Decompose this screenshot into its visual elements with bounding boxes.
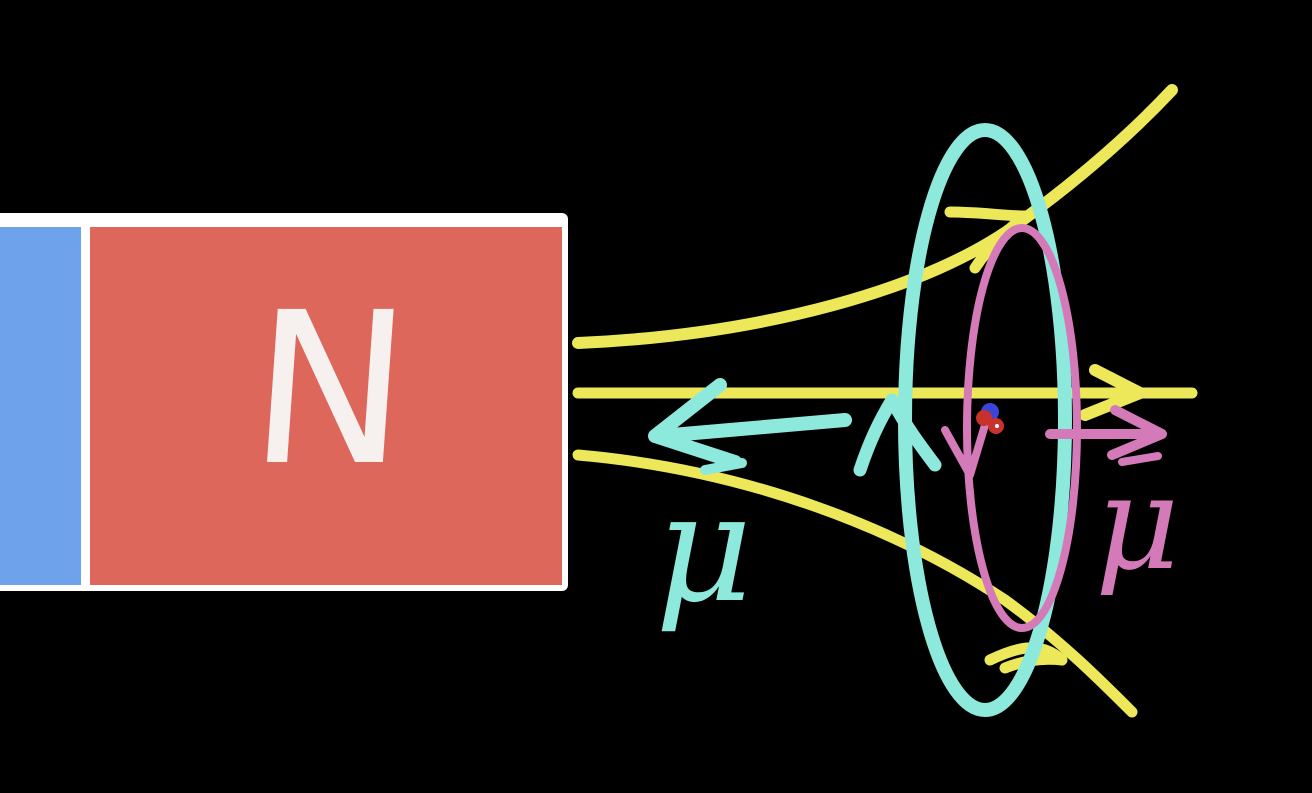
inner-current-loop: [941, 224, 1167, 632]
outer-moment-arrow-shaft: [653, 413, 852, 443]
field-lines: [572, 84, 1198, 718]
south-pole: [0, 227, 81, 585]
north-pole: [90, 227, 562, 585]
field-line-middle-arrowhead: [1079, 364, 1146, 421]
inner-moment-arrowhead: [1107, 405, 1167, 460]
inner-loop-ring: [963, 224, 1081, 632]
outer-loop-current-arrow: [853, 393, 942, 477]
outer-moment-label: μ: [655, 462, 753, 636]
outer-current-loop: [648, 123, 1072, 717]
outer-moment-arrow-over-mu: [700, 458, 747, 475]
charge-particles-icon: [976, 403, 1004, 434]
field-line-lower: [572, 449, 1138, 718]
inner-moment-label: μ: [1095, 447, 1180, 599]
outer-moment-arrowhead: [648, 378, 742, 469]
field-line-upper: [572, 84, 1178, 349]
inner-moment-arrow-over-mu: [1118, 452, 1162, 466]
inner-loop-current-arrow: [941, 421, 989, 479]
field-line-upper-arrowhead: [944, 206, 1031, 274]
